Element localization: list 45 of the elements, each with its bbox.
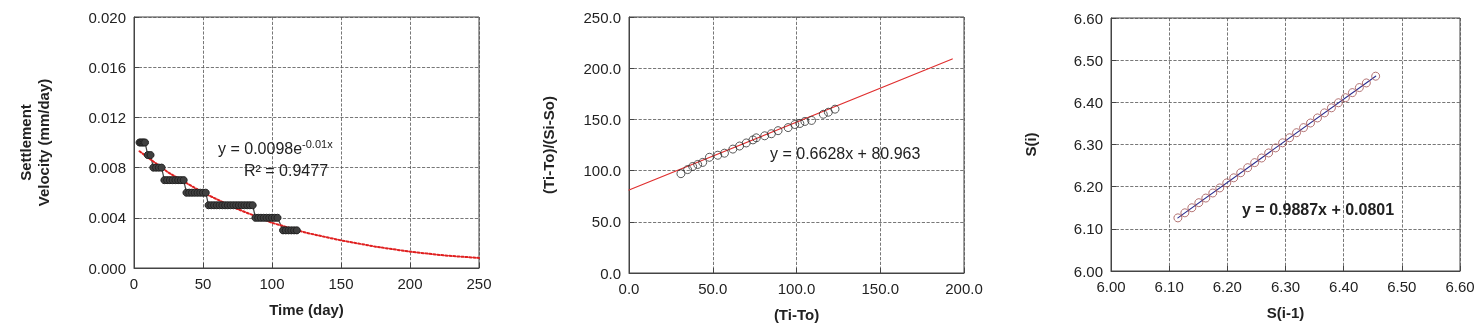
y-tick-label: 0.012 [88,108,126,126]
annotation: y = 0.6628x + 80.963 [770,144,921,162]
y-tick-label: 200.0 [583,59,621,77]
x-tick-label: 50.0 [698,280,728,297]
annotation: y = 0.9887x + 0.0801 [1242,200,1395,218]
x-tick-label: 6.60 [1445,278,1475,295]
x-axis-title: (Ti-To) [773,305,820,323]
y-tick-label: 250.0 [583,8,621,26]
y-tick-label: 6.60 [1073,9,1103,27]
y-tick-label: 6.10 [1073,220,1103,238]
x-tick-label: 100.0 [777,280,816,297]
x-tick-label: 150.0 [861,280,900,297]
x-tick-label: 6.40 [1329,278,1359,295]
y-tick-label: 6.50 [1073,51,1103,69]
y-tick-label: 50.0 [591,213,621,231]
y-tick-label: 0.016 [88,58,126,76]
y-tick-label: 0.000 [88,259,126,277]
y-tick-label: 6.00 [1073,262,1103,280]
y-tick-label: 0.020 [88,8,126,26]
x-tick-label: 50 [194,275,212,292]
x-tick-label: 6.00 [1096,278,1126,295]
y-tick-label: 0.008 [88,159,126,177]
y-axis-title: (Ti-To)/(Si-So) [539,96,557,194]
x-axis-title: S(i-1) [1266,303,1305,321]
y-axis-title: S(i) [1021,132,1039,157]
x-axis-title: Time (day) [269,300,344,318]
x-tick-label: 6.30 [1270,278,1301,295]
y-tick-label: 6.20 [1073,178,1103,196]
y-tick-label: 0.004 [88,209,126,227]
x-tick-label: 200 [397,275,423,292]
x-tick-label: 6.50 [1387,278,1417,295]
y-tick-label: 150.0 [583,110,621,128]
x-tick-label: 150 [328,275,354,292]
y-tick-label: 6.40 [1073,93,1103,111]
x-tick-label: 0.0 [618,280,640,297]
y-tick-label: 6.30 [1073,136,1103,153]
y-axis-title: Settlement Velocity (mm/day) [16,78,52,207]
x-tick-label: 6.20 [1212,278,1242,295]
annotation: R² = 0.9477 [244,161,329,179]
x-tick-label: 0 [129,275,139,292]
y-tick-label: 100.0 [583,162,621,180]
x-tick-label: 250 [466,275,492,292]
x-tick-label: 100 [259,275,285,292]
x-tick-label: 200.0 [945,280,983,297]
x-tick-label: 6.10 [1154,278,1184,295]
